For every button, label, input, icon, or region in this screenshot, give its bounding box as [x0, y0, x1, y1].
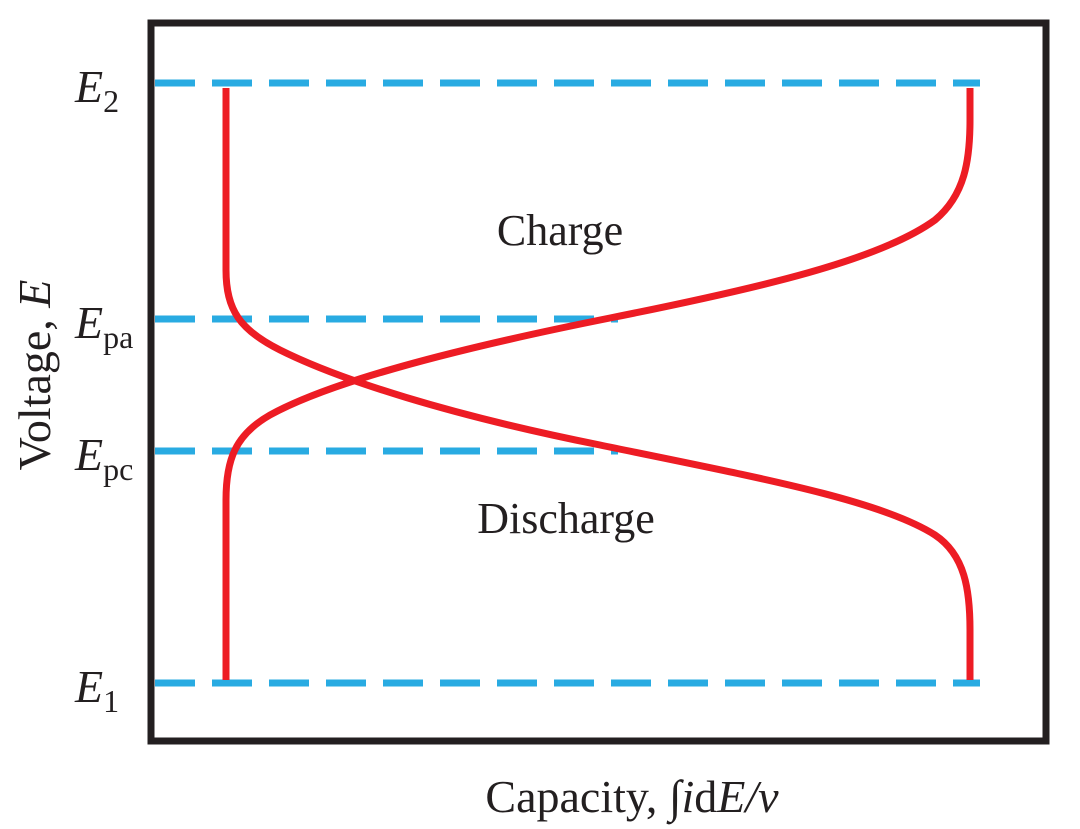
- level-label-epa: Epa: [74, 297, 133, 355]
- level-label-epc: Epc: [74, 429, 133, 487]
- level-label-e1: E1: [74, 661, 119, 719]
- charge-label: Charge: [497, 206, 623, 255]
- discharge-curve: [222, 88, 974, 680]
- level-label-e2: E2: [74, 61, 119, 119]
- x-axis-label: Capacity, ∫idE/v: [485, 771, 779, 825]
- y-axis-label: Voltage, E: [9, 280, 60, 471]
- plot-frame: [147, 19, 1050, 745]
- charge-curve: [222, 88, 974, 680]
- discharge-label: Discharge: [477, 494, 655, 543]
